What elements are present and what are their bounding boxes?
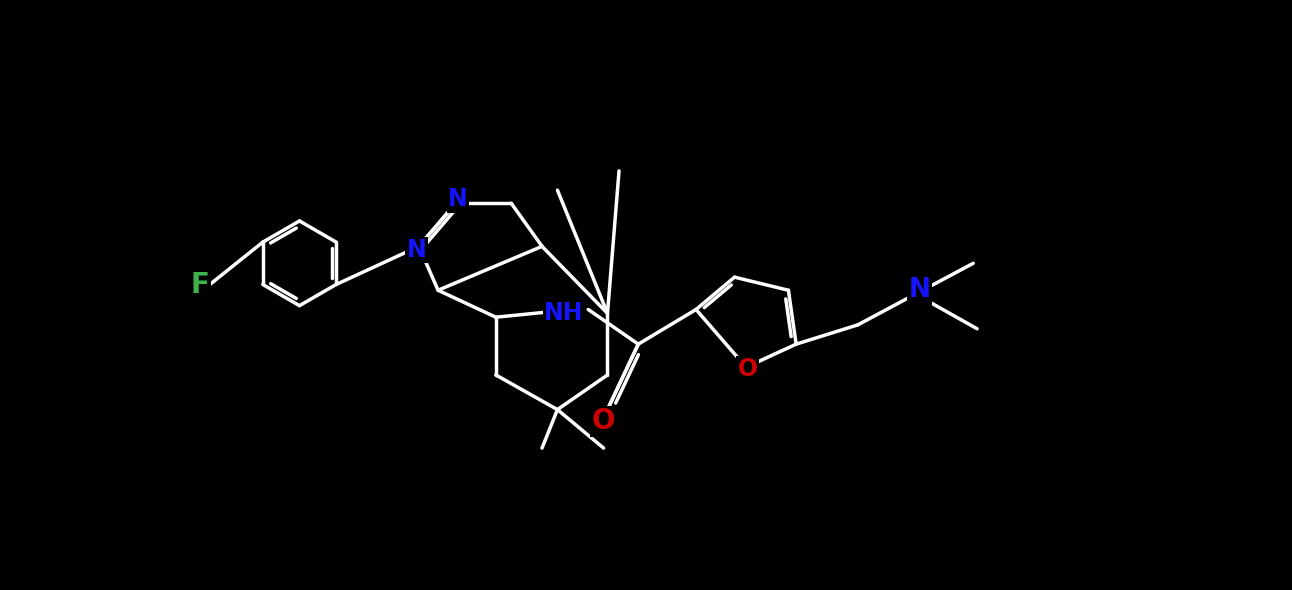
Text: O: O: [592, 407, 615, 435]
Text: N: N: [448, 188, 468, 211]
Text: NH: NH: [544, 301, 584, 325]
Text: N: N: [407, 238, 426, 262]
Text: F: F: [191, 271, 209, 299]
Text: O: O: [738, 357, 757, 381]
Text: N: N: [908, 277, 930, 303]
